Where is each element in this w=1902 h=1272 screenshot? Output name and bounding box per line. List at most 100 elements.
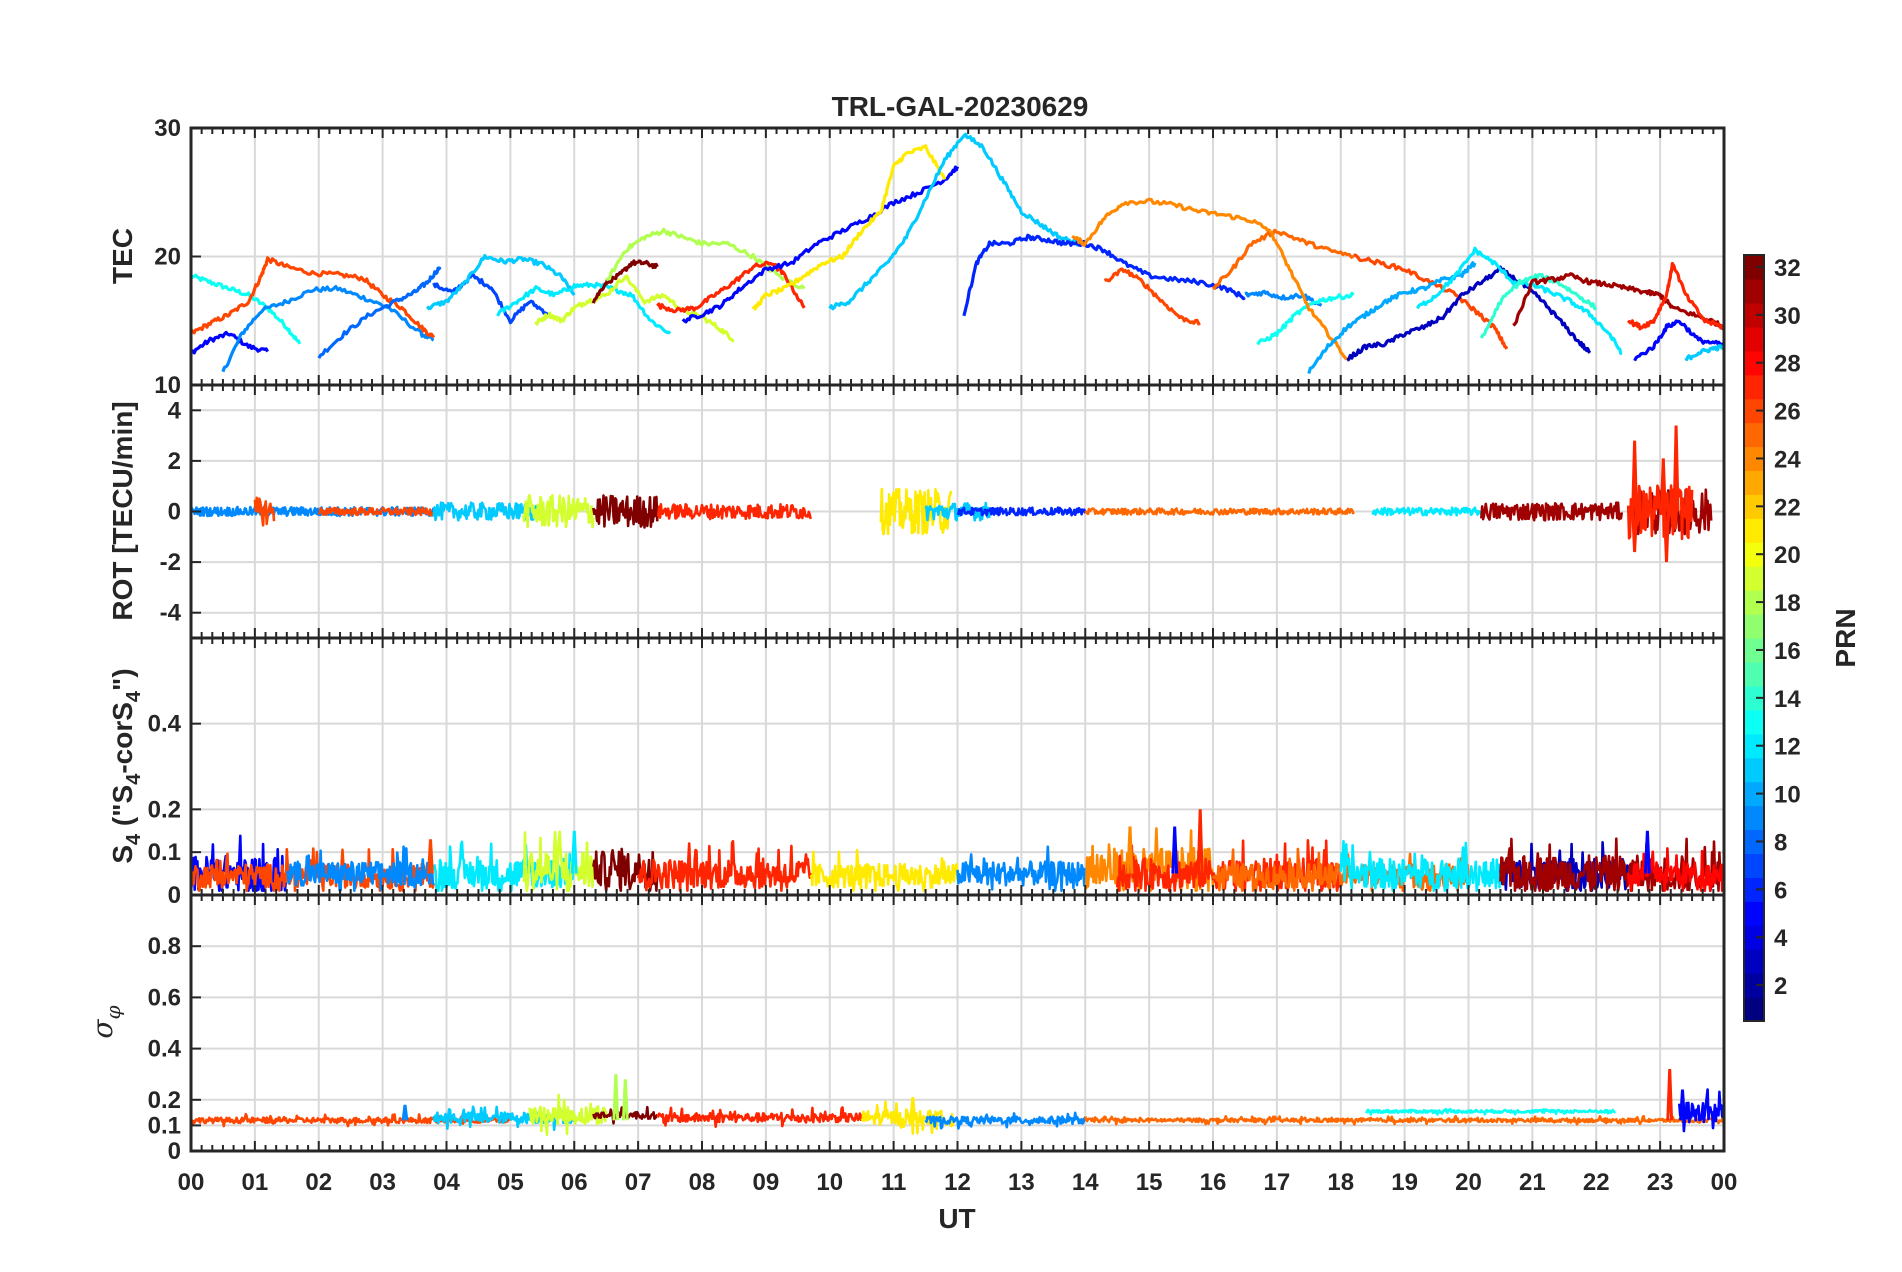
tec-series-prn-5 xyxy=(1633,319,1726,362)
y-tick-label: 0.2 xyxy=(148,796,181,823)
x-tick-label: 00 xyxy=(178,1169,205,1196)
rot-ylabel: ROT [TECU/min] xyxy=(107,401,138,620)
sigma-series-prn-13 xyxy=(1365,1107,1617,1116)
colorbar-tick-label: 22 xyxy=(1774,494,1801,521)
y-tick-label: -4 xyxy=(160,600,182,627)
tec-series-prn-14 xyxy=(1479,272,1597,339)
colorbar-swatch-30 xyxy=(1744,302,1764,328)
colorbar-swatch-21 xyxy=(1744,518,1764,543)
rot-series-prn-6 xyxy=(956,506,1087,517)
s4-spike-prn-5 xyxy=(1643,830,1651,874)
s4-spike-prn-24 xyxy=(1126,826,1134,874)
colorbar-tick-label: 6 xyxy=(1774,877,1787,904)
rot-series-prn-11 xyxy=(924,501,991,522)
y-tick-label: 0 xyxy=(168,1138,181,1165)
colorbar-tick-label: 20 xyxy=(1774,542,1801,569)
rot-series-prn-26 xyxy=(317,506,435,517)
colorbar-tick-label: 14 xyxy=(1774,686,1801,713)
colorbar-swatch-9 xyxy=(1744,805,1764,831)
y-tick-label: 0.4 xyxy=(148,1036,182,1063)
sigma-spike-prn-27 xyxy=(1666,1069,1674,1121)
y-tick-label: 2 xyxy=(168,448,181,475)
x-tick-label: 20 xyxy=(1455,1169,1482,1196)
tec-series-prn-5 xyxy=(189,330,269,355)
colorbar-swatch-24 xyxy=(1744,446,1764,472)
colorbar-swatch-13 xyxy=(1744,709,1764,735)
s4-series-prn-27 xyxy=(636,839,812,892)
tec-series-prn-5 xyxy=(681,165,960,324)
s4-series-prn-12 xyxy=(432,840,576,892)
x-tick-label: 02 xyxy=(305,1169,332,1196)
colorbar-frame xyxy=(1743,254,1765,1022)
colorbar-swatch-32 xyxy=(1744,255,1764,280)
colorbar-swatch-28 xyxy=(1744,350,1764,376)
colorbar-tick-label: 2 xyxy=(1774,973,1787,1000)
tec-series-prn-13 xyxy=(1256,291,1355,346)
x-tick-label: 22 xyxy=(1583,1169,1610,1196)
rot-series-prn-32 xyxy=(592,494,659,529)
colorbar-swatch-10 xyxy=(1744,781,1764,807)
x-tick-label: 18 xyxy=(1327,1169,1354,1196)
x-tick-label: 04 xyxy=(433,1169,460,1196)
colorbar-swatch-23 xyxy=(1744,470,1764,495)
colorbar-swatch-7 xyxy=(1744,853,1764,878)
colorbar-tick-label: 8 xyxy=(1774,829,1787,856)
rot-series-prn-25 xyxy=(1084,507,1355,516)
tec-series-prn-24 xyxy=(1071,197,1272,247)
colorbar-swatch-5 xyxy=(1744,901,1764,926)
colorbar-swatch-27 xyxy=(1744,374,1764,400)
rot-series-prn-31 xyxy=(1480,501,1624,522)
tec-series-prn-11 xyxy=(1684,344,1726,362)
sigma-series-prn-25 xyxy=(1084,1114,1726,1126)
rot-series-prn-19 xyxy=(521,493,595,529)
sigma-phi-grid xyxy=(191,895,1724,1151)
tec-series-prn-7 xyxy=(432,272,549,325)
sigma-phi-panel: 00.10.20.40.60.8 σφ xyxy=(86,893,1726,1165)
rot-spike-prn-27 xyxy=(1631,440,1638,512)
colorbar-swatch-8 xyxy=(1744,829,1764,855)
s4-series-prn-19 xyxy=(522,830,595,892)
rot-series-prn-26 xyxy=(253,496,276,527)
tec-series-prn-27 xyxy=(1626,261,1726,331)
y-tick-label: 0.4 xyxy=(148,711,182,738)
colorbar-swatch-15 xyxy=(1744,661,1764,687)
tec-series-prn-32 xyxy=(591,259,659,304)
x-tick-labels: 00 01 02 03 04 05 06 07 08 09 10 11 12 13 14 15 16 17 18 19… xyxy=(178,1169,1738,1196)
y-tick-label: 10 xyxy=(154,372,181,399)
colorbar-swatch-18 xyxy=(1744,590,1764,615)
rot-spike-prn-27 xyxy=(1663,511,1670,563)
y-tick-label: 0.8 xyxy=(148,933,181,960)
tec-series-prn-3 xyxy=(1346,265,1592,362)
x-tick-label: 03 xyxy=(369,1169,396,1196)
tec-series-prn-8 xyxy=(317,266,442,359)
tec-series-prn-9 xyxy=(221,285,435,373)
y-tick-label: 0 xyxy=(168,882,181,909)
y-tick-label: 0.1 xyxy=(148,839,181,866)
rot-spike-prn-27 xyxy=(1659,458,1667,512)
colorbar-tick-label: 4 xyxy=(1774,925,1788,952)
y-tick-label: 0 xyxy=(168,499,181,526)
colorbar-tick-label: 28 xyxy=(1774,351,1801,378)
sigma-series-prn-32 xyxy=(592,1105,659,1125)
x-tick-label: 10 xyxy=(816,1169,843,1196)
colorbar-swatch-31 xyxy=(1744,278,1764,304)
tec-series-prn-9 xyxy=(1244,289,1323,307)
x-tick-label: 19 xyxy=(1391,1169,1418,1196)
y-tick-label: 0.2 xyxy=(148,1087,181,1114)
x-tick-label: 08 xyxy=(689,1169,716,1196)
s4-series-prn-21 xyxy=(809,848,959,892)
tec-series-prn-11 xyxy=(425,254,576,311)
s4-series-prn-28 xyxy=(1626,847,1725,892)
y-tick-label: 4 xyxy=(168,397,182,424)
sigma-series-prn-27 xyxy=(656,1106,863,1128)
tec-series-prn-26 xyxy=(1103,267,1201,326)
colorbar-swatch-26 xyxy=(1744,398,1764,424)
sigma-series-prn-9 xyxy=(924,1111,1087,1130)
colorbar-tick-label: 16 xyxy=(1774,638,1801,665)
tec-series-prn-21 xyxy=(751,144,947,311)
rot-lines xyxy=(190,425,1713,563)
sigma-spike-prn-18 xyxy=(621,1079,629,1121)
y-tick-label: 0.6 xyxy=(148,984,181,1011)
y-tick-label: 30 xyxy=(154,115,181,142)
x-tick-label: 11 xyxy=(881,1169,906,1196)
